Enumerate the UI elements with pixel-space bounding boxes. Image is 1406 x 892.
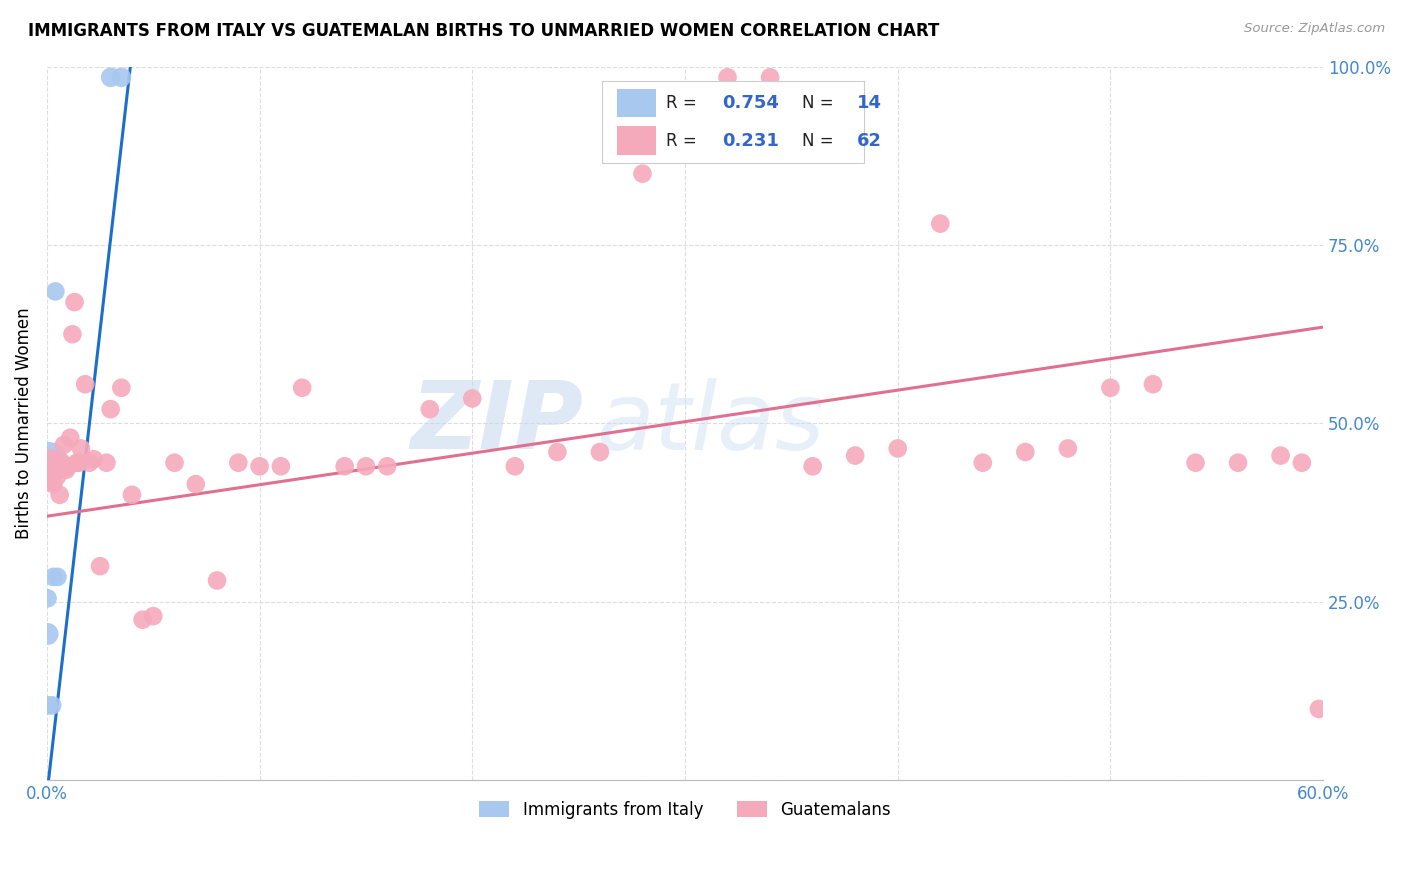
Point bbox=[59, 431, 82, 445]
Point bbox=[38, 456, 60, 470]
Point bbox=[39, 470, 62, 484]
Point bbox=[37, 463, 59, 477]
Text: N =: N = bbox=[803, 94, 839, 112]
Text: ZIP: ZIP bbox=[411, 377, 583, 469]
Point bbox=[142, 609, 165, 624]
Point bbox=[131, 613, 153, 627]
Point bbox=[37, 456, 59, 470]
Point bbox=[291, 381, 314, 395]
Bar bbox=[617, 88, 655, 118]
Point bbox=[461, 392, 484, 406]
Point bbox=[67, 456, 90, 470]
Point bbox=[46, 456, 69, 470]
Text: 0.754: 0.754 bbox=[723, 94, 779, 112]
Point bbox=[83, 452, 105, 467]
Text: atlas: atlas bbox=[596, 378, 824, 469]
Point bbox=[631, 167, 654, 181]
Point bbox=[37, 591, 59, 606]
Point bbox=[121, 488, 143, 502]
Point bbox=[759, 70, 782, 85]
Point bbox=[249, 459, 271, 474]
Point bbox=[38, 698, 60, 713]
Point bbox=[270, 459, 292, 474]
Text: R =: R = bbox=[666, 94, 702, 112]
Point bbox=[41, 698, 63, 713]
Text: R =: R = bbox=[666, 132, 702, 150]
Point bbox=[205, 574, 228, 588]
Point bbox=[63, 295, 86, 310]
Point bbox=[100, 70, 122, 85]
Point bbox=[110, 70, 132, 85]
Point bbox=[110, 381, 132, 395]
Point bbox=[44, 285, 66, 299]
Point bbox=[1270, 449, 1292, 463]
Point bbox=[79, 456, 101, 470]
Point bbox=[716, 70, 738, 85]
Point bbox=[1014, 445, 1036, 459]
Point bbox=[42, 456, 65, 470]
Point bbox=[503, 459, 526, 474]
Point bbox=[1227, 456, 1250, 470]
Point bbox=[42, 452, 65, 467]
Text: 62: 62 bbox=[858, 132, 883, 150]
Point bbox=[375, 459, 398, 474]
Point bbox=[333, 459, 356, 474]
Point bbox=[48, 488, 70, 502]
Text: N =: N = bbox=[803, 132, 839, 150]
Point bbox=[354, 459, 377, 474]
Bar bbox=[617, 127, 655, 155]
Point bbox=[96, 456, 118, 470]
Point bbox=[55, 463, 77, 477]
FancyBboxPatch shape bbox=[602, 81, 863, 163]
Point bbox=[184, 477, 207, 491]
Point bbox=[1308, 702, 1330, 716]
Text: IMMIGRANTS FROM ITALY VS GUATEMALAN BIRTHS TO UNMARRIED WOMEN CORRELATION CHART: IMMIGRANTS FROM ITALY VS GUATEMALAN BIRT… bbox=[28, 22, 939, 40]
Legend: Immigrants from Italy, Guatemalans: Immigrants from Italy, Guatemalans bbox=[472, 794, 897, 825]
Text: 0.231: 0.231 bbox=[723, 132, 779, 150]
Point bbox=[37, 627, 59, 641]
Point bbox=[38, 456, 60, 470]
Point bbox=[1291, 456, 1313, 470]
Point bbox=[801, 459, 824, 474]
Point bbox=[42, 570, 65, 584]
Point bbox=[589, 445, 612, 459]
Point bbox=[546, 445, 568, 459]
Point bbox=[89, 559, 111, 574]
Point bbox=[844, 449, 866, 463]
Point bbox=[1057, 442, 1080, 456]
Point bbox=[51, 456, 73, 470]
Text: 14: 14 bbox=[858, 94, 883, 112]
Point bbox=[39, 456, 62, 470]
Point bbox=[419, 402, 441, 417]
Point bbox=[972, 456, 994, 470]
Point bbox=[1142, 377, 1164, 392]
Point bbox=[886, 442, 908, 456]
Point bbox=[228, 456, 250, 470]
Point bbox=[42, 477, 65, 491]
Point bbox=[38, 456, 60, 470]
Point bbox=[52, 438, 75, 452]
Point bbox=[1099, 381, 1122, 395]
Point bbox=[56, 459, 79, 474]
Point bbox=[1184, 456, 1206, 470]
Point bbox=[163, 456, 186, 470]
Point bbox=[70, 442, 93, 456]
Point bbox=[673, 110, 696, 124]
Point bbox=[66, 456, 89, 470]
Text: Source: ZipAtlas.com: Source: ZipAtlas.com bbox=[1244, 22, 1385, 36]
Point bbox=[62, 327, 84, 342]
Y-axis label: Births to Unmarried Women: Births to Unmarried Women bbox=[15, 308, 32, 540]
Point bbox=[44, 456, 66, 470]
Point bbox=[38, 463, 60, 477]
Point bbox=[46, 570, 69, 584]
Point bbox=[929, 217, 952, 231]
Point bbox=[75, 377, 97, 392]
Point bbox=[100, 402, 122, 417]
